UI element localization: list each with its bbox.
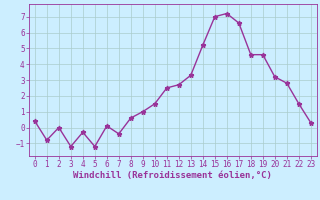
X-axis label: Windchill (Refroidissement éolien,°C): Windchill (Refroidissement éolien,°C) (73, 171, 272, 180)
